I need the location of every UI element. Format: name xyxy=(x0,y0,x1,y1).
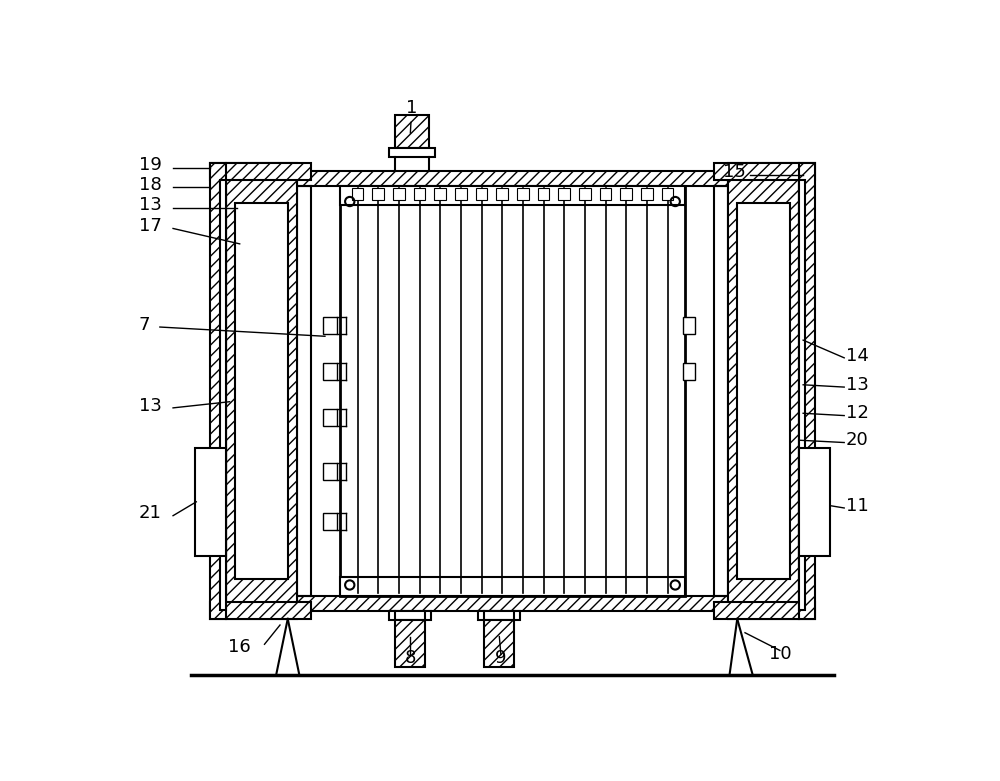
Bar xyxy=(714,602,815,619)
Bar xyxy=(558,188,570,200)
Text: 16: 16 xyxy=(228,637,251,655)
Text: 9: 9 xyxy=(495,649,507,667)
Text: 15: 15 xyxy=(723,163,746,181)
Text: 13: 13 xyxy=(139,397,162,415)
Bar xyxy=(455,188,467,200)
Bar xyxy=(799,448,830,556)
Bar xyxy=(538,188,549,200)
Text: 10: 10 xyxy=(769,645,791,663)
Bar xyxy=(799,163,815,619)
Bar xyxy=(235,203,288,579)
Bar xyxy=(517,188,529,200)
Text: 13: 13 xyxy=(139,196,162,214)
Bar xyxy=(395,116,429,148)
Bar xyxy=(414,188,425,200)
Bar xyxy=(210,163,311,180)
Bar xyxy=(393,188,405,200)
Text: 18: 18 xyxy=(139,176,162,194)
Bar xyxy=(323,513,337,530)
Bar xyxy=(340,186,685,596)
Text: 12: 12 xyxy=(846,405,869,423)
Text: 7: 7 xyxy=(139,316,150,333)
Bar xyxy=(683,317,695,334)
Bar xyxy=(478,612,520,620)
Bar xyxy=(297,596,728,612)
Text: 17: 17 xyxy=(139,217,162,235)
Bar xyxy=(600,188,611,200)
Bar xyxy=(484,620,514,668)
Bar xyxy=(210,163,226,619)
Text: 21: 21 xyxy=(139,505,162,522)
Bar xyxy=(476,188,487,200)
Bar xyxy=(195,448,226,556)
Text: 20: 20 xyxy=(846,431,868,449)
Text: 14: 14 xyxy=(846,347,869,365)
Bar xyxy=(388,612,431,620)
Bar xyxy=(641,188,653,200)
Bar xyxy=(323,363,337,380)
Bar xyxy=(323,409,337,426)
Text: 19: 19 xyxy=(139,156,162,174)
Bar xyxy=(226,163,297,619)
Bar xyxy=(620,188,632,200)
Bar xyxy=(683,363,695,380)
Text: 11: 11 xyxy=(846,497,868,515)
Bar xyxy=(737,203,790,579)
Text: 8: 8 xyxy=(405,649,416,667)
Bar xyxy=(434,188,446,200)
Text: 1: 1 xyxy=(406,98,417,134)
Bar xyxy=(728,163,799,619)
Text: 13: 13 xyxy=(846,376,869,394)
Bar xyxy=(579,188,591,200)
Bar xyxy=(714,163,815,180)
Bar xyxy=(323,317,337,334)
Bar xyxy=(323,463,337,480)
Bar xyxy=(799,180,805,610)
Bar xyxy=(496,188,508,200)
Bar xyxy=(372,188,384,200)
Bar xyxy=(210,602,311,619)
Bar xyxy=(297,171,728,186)
Bar xyxy=(388,148,435,157)
Bar xyxy=(352,188,363,200)
Bar xyxy=(395,620,425,668)
Bar xyxy=(340,576,685,596)
Bar xyxy=(220,180,226,610)
Bar xyxy=(340,186,685,205)
Bar xyxy=(662,188,673,200)
